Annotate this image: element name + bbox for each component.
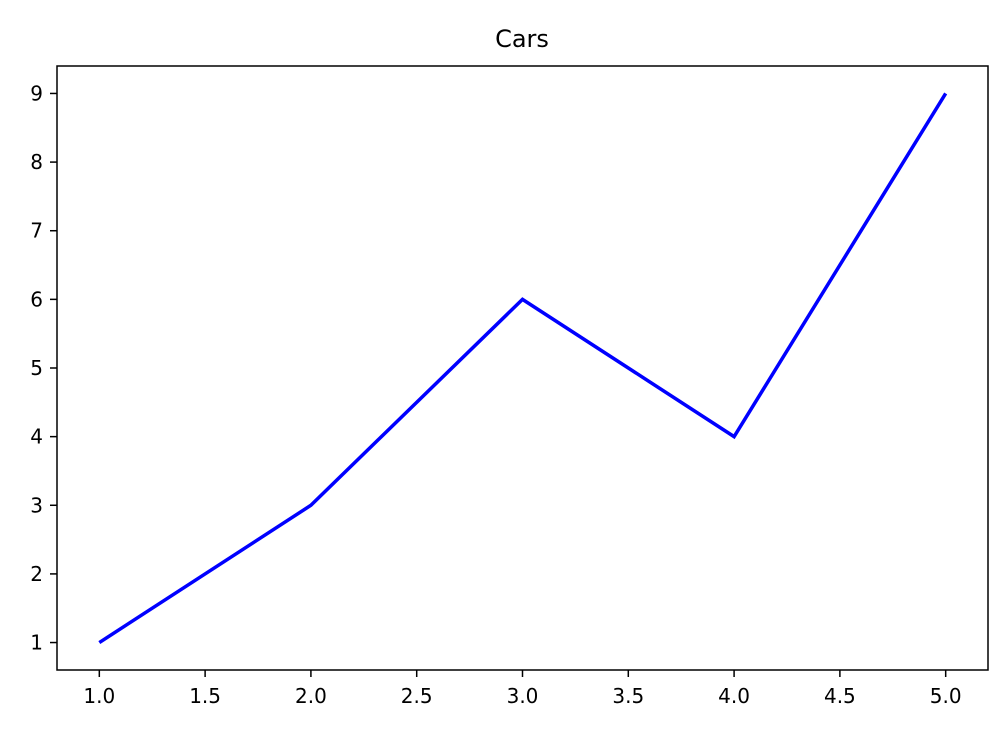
- y-tick-label: 4: [30, 425, 43, 449]
- y-tick-label: 5: [30, 356, 43, 380]
- y-tick-label: 9: [30, 81, 43, 105]
- x-tick-label: 2.5: [401, 684, 433, 708]
- y-tick-label: 6: [30, 287, 43, 311]
- x-tick-label: 3.5: [612, 684, 644, 708]
- y-tick-label: 7: [30, 219, 43, 243]
- y-tick-label: 8: [30, 150, 43, 174]
- x-tick-label: 1.5: [189, 684, 221, 708]
- x-tick-label: 4.0: [718, 684, 750, 708]
- x-tick-label: 3.0: [507, 684, 539, 708]
- y-axis: 1 2 3 4 5 6 7 8 9: [30, 81, 57, 655]
- y-tick-label: 2: [30, 562, 43, 586]
- series-layer: [98, 92, 948, 645]
- x-tick-label: 4.5: [824, 684, 856, 708]
- chart-title: Cars: [495, 25, 549, 53]
- x-axis: 1.0 1.5 2.0 2.5 3.0 3.5 4.0 4.5 5.0: [83, 670, 962, 708]
- y-tick-label: 3: [30, 493, 43, 517]
- plot-frame: [56, 65, 989, 671]
- y-tick-label: 1: [30, 631, 43, 655]
- x-tick-label: 5.0: [930, 684, 962, 708]
- x-tick-label: 1.0: [83, 684, 115, 708]
- x-tick-label: 2.0: [295, 684, 327, 708]
- series-line: [98, 92, 948, 645]
